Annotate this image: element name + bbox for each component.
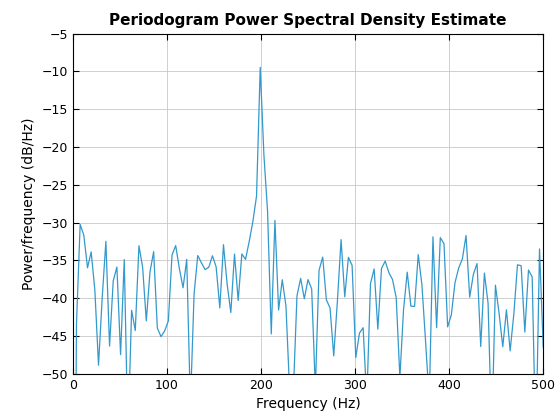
X-axis label: Frequency (Hz): Frequency (Hz) <box>255 397 361 411</box>
Title: Periodogram Power Spectral Density Estimate: Periodogram Power Spectral Density Estim… <box>109 13 507 28</box>
Y-axis label: Power/frequency (dB/Hz): Power/frequency (dB/Hz) <box>22 118 36 290</box>
